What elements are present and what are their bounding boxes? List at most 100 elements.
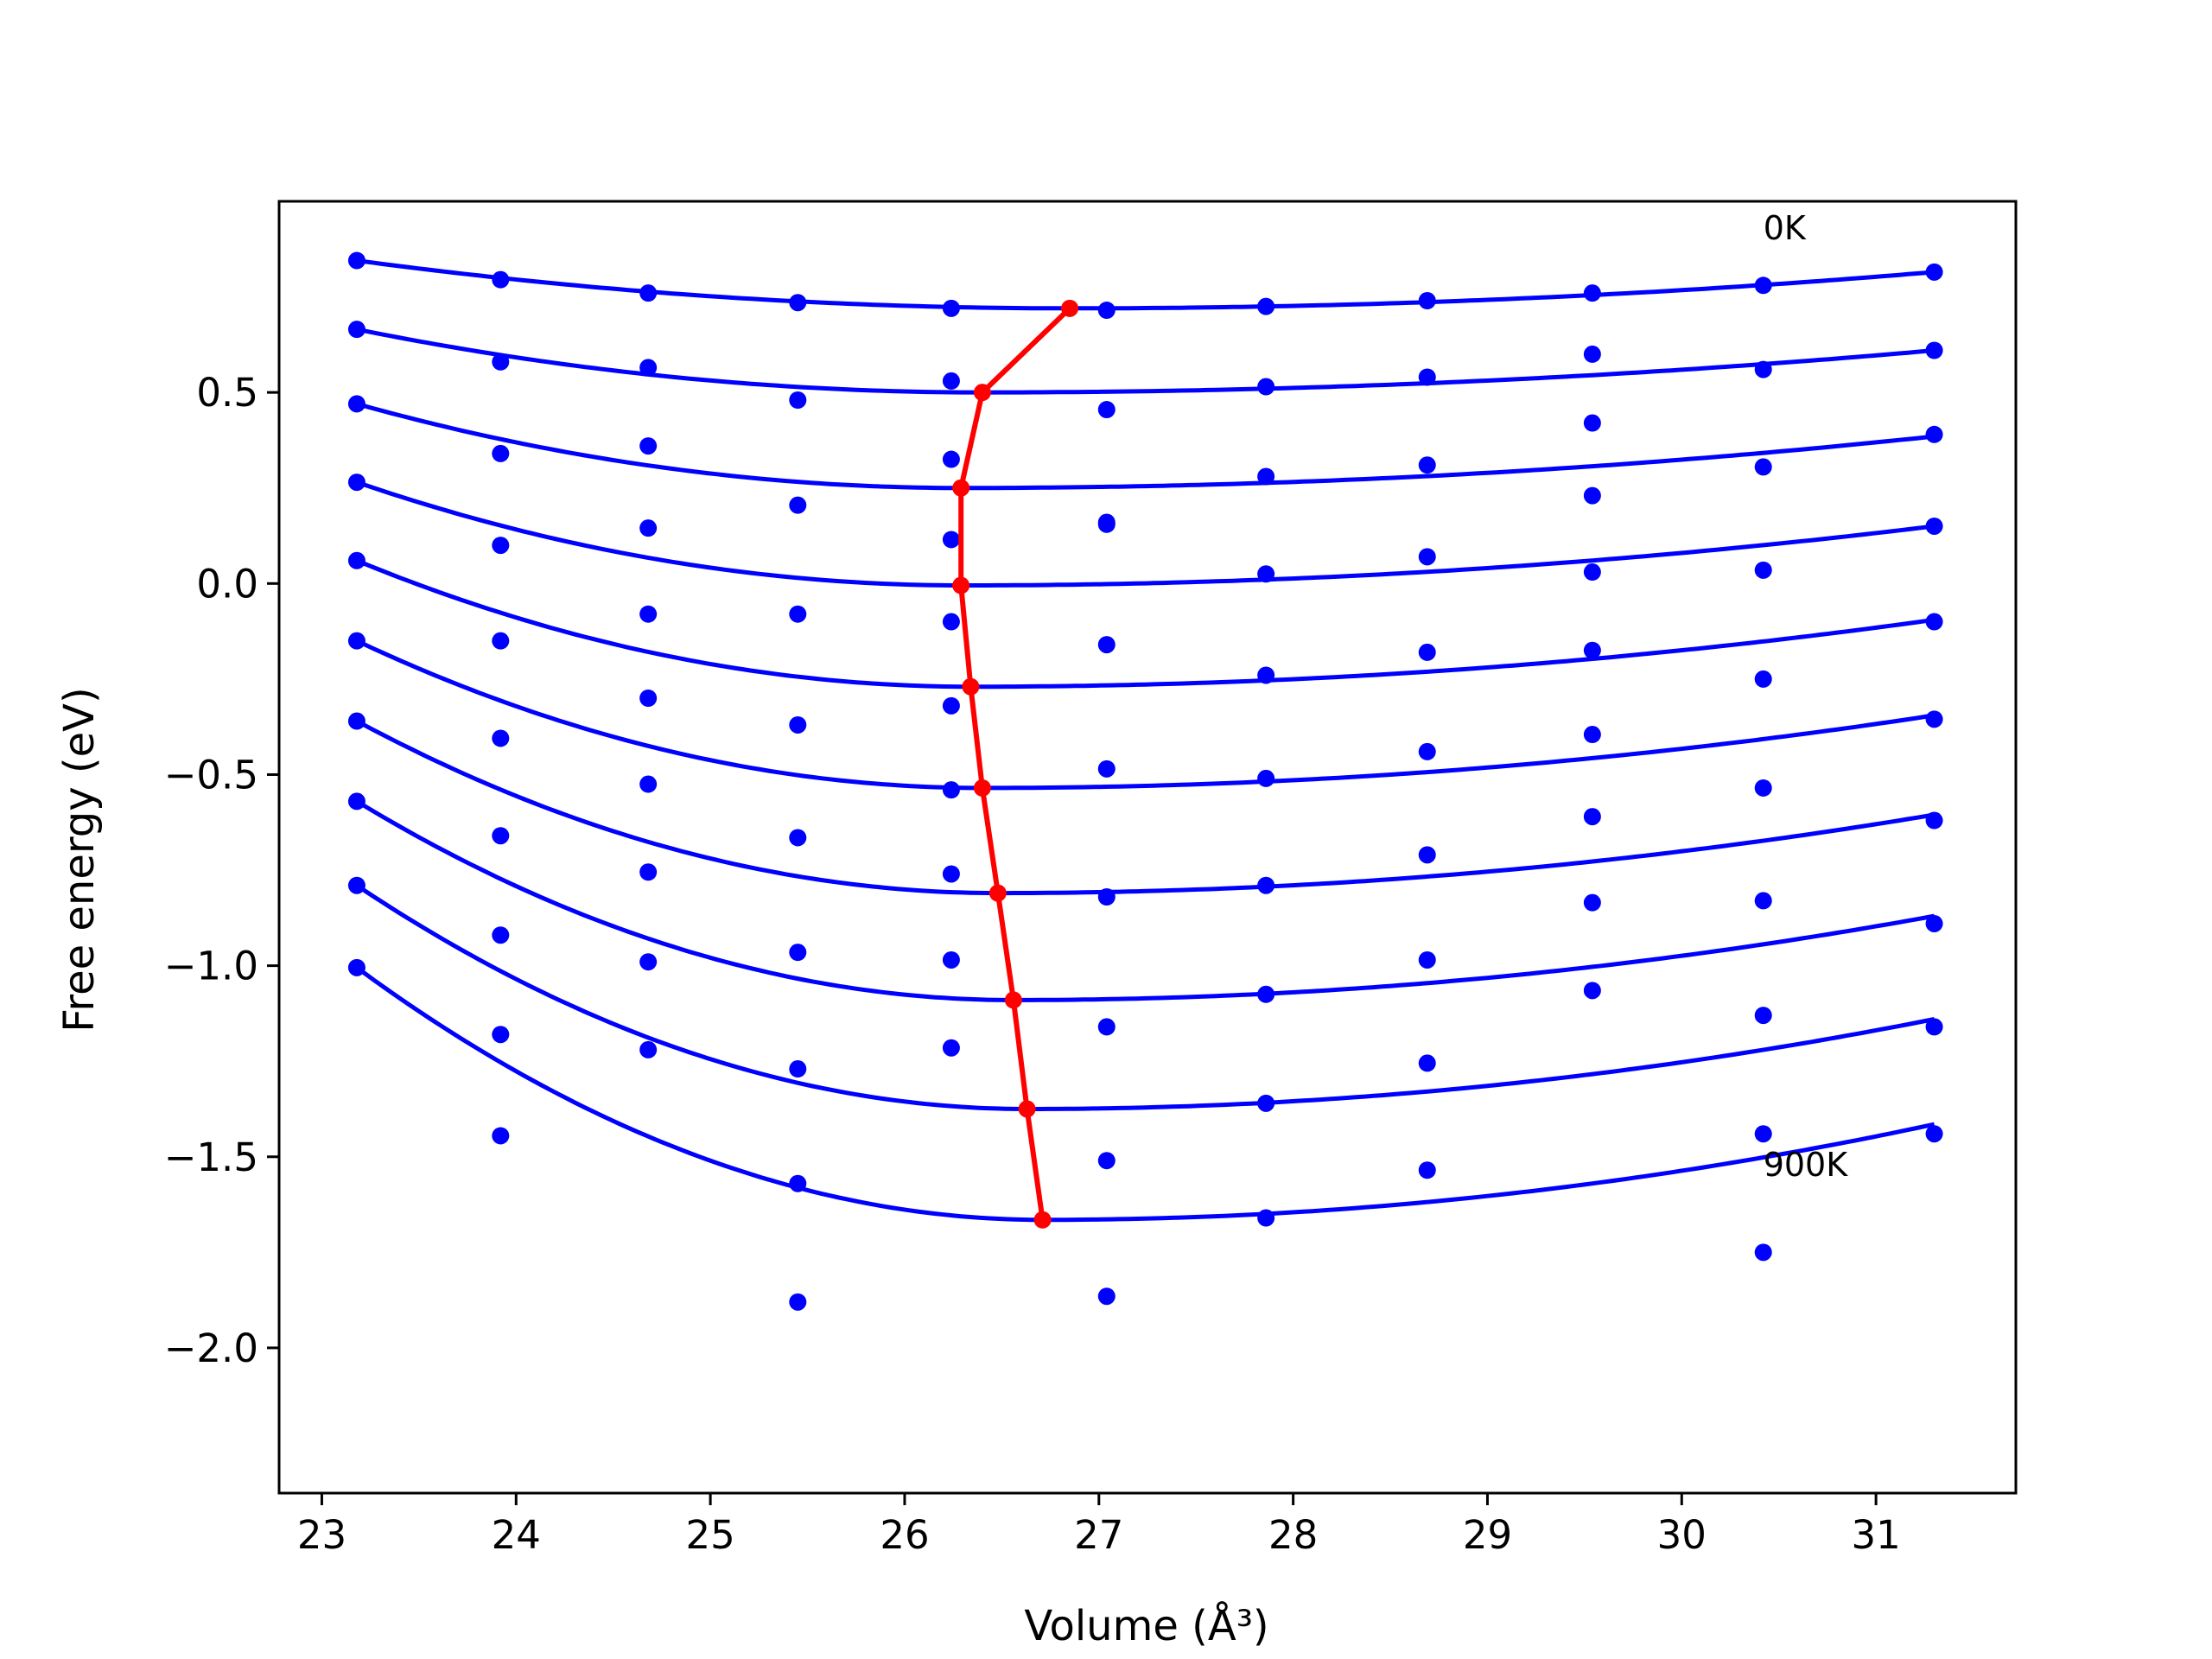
data-point (347, 474, 365, 492)
data-point (347, 712, 365, 730)
data-point (789, 391, 807, 409)
data-point (347, 321, 365, 339)
data-point (492, 1026, 510, 1044)
data-point (1257, 666, 1275, 684)
data-point (1257, 876, 1275, 894)
x-tick-label: 27 (1074, 1512, 1123, 1558)
fit-curve (356, 258, 1935, 311)
data-point (347, 958, 365, 976)
data-point (1097, 636, 1116, 654)
fit-curve (356, 480, 1935, 588)
data-point (1925, 1018, 1943, 1036)
data-point (492, 827, 510, 845)
data-point (1257, 1094, 1275, 1112)
data-point (1097, 1152, 1116, 1170)
minimum-point (988, 884, 1007, 902)
data-point (789, 1174, 807, 1192)
data-point (1583, 284, 1601, 302)
data-point (347, 792, 365, 810)
data-point (492, 632, 510, 650)
minimum-point (973, 384, 991, 402)
data-point (789, 944, 807, 962)
minimum-path-line (958, 306, 1072, 1221)
data-point (1754, 360, 1772, 378)
data-point (492, 270, 510, 289)
data-point (942, 781, 960, 799)
data-point (1583, 726, 1601, 744)
data-point (1754, 1007, 1772, 1025)
data-point (639, 690, 658, 707)
data-point (1257, 297, 1275, 315)
data-point (347, 876, 365, 894)
data-point (639, 359, 658, 377)
data-point (639, 437, 658, 455)
data-point (1097, 888, 1116, 906)
data-point (1418, 846, 1436, 864)
fit-curve (356, 327, 1935, 395)
data-point (789, 1293, 807, 1311)
data-point (1257, 1209, 1275, 1227)
data-point (789, 605, 807, 623)
annotation-900k: 900K (1764, 1146, 1849, 1184)
data-point (1097, 302, 1116, 320)
data-point (1754, 1243, 1772, 1262)
data-point (639, 519, 658, 537)
y-axis-ticks: 0.5 0.0 −0.5 −1.0 −1.5 −2.0 (164, 370, 279, 1371)
minimum-point (973, 779, 991, 797)
data-point (492, 729, 510, 747)
annotation-0k: 0K (1764, 209, 1807, 247)
minimum-point (1018, 1100, 1036, 1118)
data-point (1583, 345, 1601, 363)
data-point (1418, 643, 1436, 661)
data-point (942, 450, 960, 468)
data-point (1925, 425, 1943, 443)
minimum-point (1061, 299, 1079, 317)
x-tick-label: 28 (1268, 1512, 1318, 1558)
data-point (1754, 561, 1772, 579)
minimum-point (952, 479, 970, 497)
data-point (1418, 742, 1436, 760)
x-tick-label: 23 (297, 1512, 346, 1558)
scatter-points-layer (347, 251, 1943, 1311)
minimum-point (1004, 991, 1022, 1009)
fit-curve (355, 883, 1936, 1111)
y-tick-label: 0.5 (196, 370, 258, 416)
data-point (1925, 341, 1943, 359)
minimum-path-layer (952, 299, 1079, 1229)
y-axis-label: Free energy (eV) (55, 687, 104, 1032)
data-point (789, 496, 807, 514)
data-point (1925, 914, 1943, 932)
y-tick-label: −2.0 (164, 1325, 258, 1371)
x-axis-ticks: 23 24 25 26 27 28 29 30 31 (297, 1493, 1901, 1558)
data-point (1925, 613, 1943, 631)
data-point (1418, 950, 1436, 969)
data-point (492, 1127, 510, 1145)
data-point (1418, 456, 1436, 474)
data-point (942, 950, 960, 969)
fit-curve (355, 719, 1936, 896)
data-point (1257, 565, 1275, 583)
minimum-point (952, 576, 970, 594)
data-point (1925, 263, 1943, 281)
data-point (942, 613, 960, 631)
minimum-point (1033, 1211, 1052, 1229)
data-point (639, 953, 658, 971)
data-point (1418, 292, 1436, 309)
data-point (1583, 414, 1601, 432)
plot-frame (277, 200, 2018, 1495)
x-tick-label: 25 (685, 1512, 734, 1558)
data-point (1754, 1125, 1772, 1143)
data-point (347, 251, 365, 270)
data-point (639, 284, 658, 302)
y-tick-label: 0.0 (196, 561, 258, 607)
fit-curves-layer (355, 258, 1936, 1223)
data-point (1583, 641, 1601, 659)
data-point (942, 299, 960, 317)
data-point (639, 605, 658, 623)
y-tick-label: −0.5 (164, 752, 258, 798)
data-point (1754, 779, 1772, 797)
data-point (1754, 276, 1772, 295)
data-point (492, 353, 510, 371)
data-point (1583, 893, 1601, 912)
